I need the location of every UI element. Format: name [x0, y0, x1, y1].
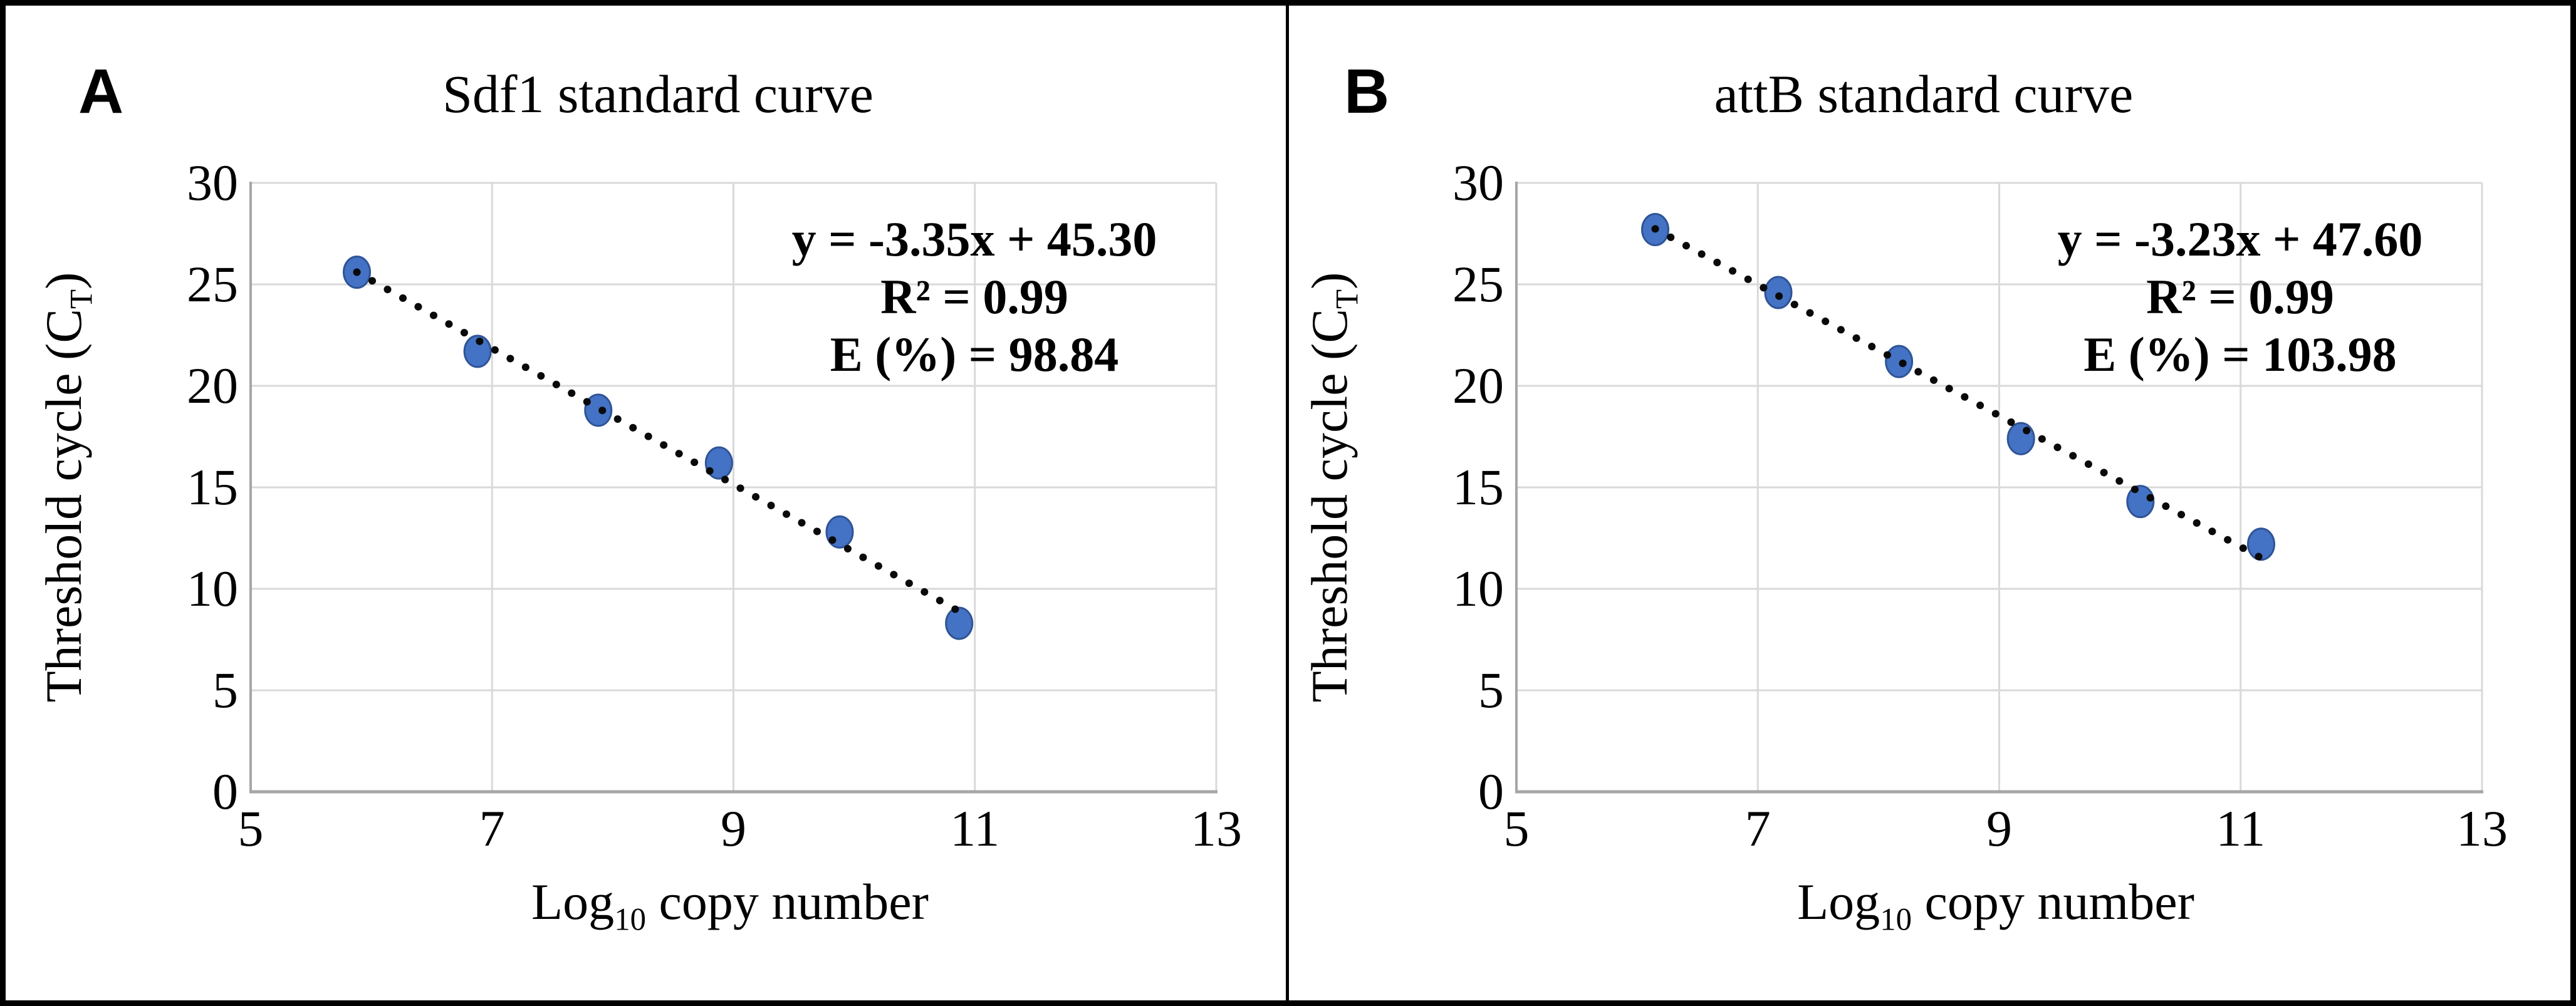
- data-point: [945, 606, 974, 640]
- panel-label-b: B: [1344, 56, 1390, 127]
- y-tick-label: 20: [1452, 357, 1504, 414]
- data-point: [2126, 485, 2155, 519]
- data-point: [2246, 527, 2275, 561]
- x-tick-label: 11: [950, 800, 1000, 857]
- x-tick-label: 9: [1986, 800, 2012, 857]
- data-point: [1885, 345, 1914, 378]
- y-tick-label: 25: [1452, 256, 1504, 313]
- x-tick-label: 11: [2216, 800, 2266, 857]
- y-tick-label: 15: [1452, 459, 1504, 516]
- r-squared-b: R² = 0.99: [2146, 269, 2334, 324]
- x-axis-title-a: Log10 copy number: [531, 873, 929, 937]
- equation-block-b: y = -3.23x + 47.60 R² = 0.99 E (%) = 103…: [1958, 210, 2522, 383]
- x-axis-subscript-a: 10: [614, 901, 647, 937]
- y-tick-label: 20: [187, 357, 238, 414]
- y-axis-subscript-b: T: [1329, 289, 1365, 309]
- y-tick-label: 5: [212, 661, 238, 718]
- x-axis-subscript-b: 10: [1880, 901, 1912, 937]
- x-tick-label: 13: [2456, 800, 2508, 857]
- data-point: [584, 393, 613, 427]
- x-tick-label: 5: [1503, 800, 1530, 857]
- equation-block-a: y = -3.35x + 45.30 R² = 0.99 E (%) = 98.…: [692, 210, 1256, 383]
- x-tick-label: 7: [479, 800, 505, 857]
- y-tick-label: 5: [1478, 661, 1504, 718]
- y-axis-subscript-a: T: [63, 289, 99, 309]
- x-tick-label: 7: [1744, 800, 1771, 857]
- x-tick-label: 13: [1191, 800, 1242, 857]
- regression-equation-a: y = -3.35x + 45.30: [791, 212, 1157, 266]
- x-axis-title-b: Log10 copy number: [1797, 873, 2194, 937]
- x-tick-label: 5: [237, 800, 264, 857]
- chart-title-a: Sdf1 standard curve: [442, 64, 873, 124]
- data-point: [463, 334, 492, 368]
- y-tick-label: 10: [187, 560, 238, 617]
- chart-title-b: attB standard curve: [1714, 64, 2134, 124]
- y-tick-label: 0: [1478, 763, 1504, 820]
- y-tick-label: 15: [187, 459, 238, 516]
- y-axis-title-a: Threshold cycle (CT): [35, 272, 99, 703]
- efficiency-b: E (%) = 103.98: [2083, 327, 2397, 381]
- y-tick-label: 30: [1452, 154, 1504, 211]
- efficiency-a: E (%) = 98.84: [830, 327, 1119, 381]
- panel-label-a: A: [78, 56, 124, 127]
- x-tick-label: 9: [721, 800, 746, 857]
- panel-divider: [1286, 0, 1289, 1006]
- y-tick-label: 30: [187, 154, 238, 211]
- y-tick-label: 10: [1452, 560, 1504, 617]
- y-axis-title-b: Threshold cycle (CT): [1301, 272, 1365, 703]
- r-squared-a: R² = 0.99: [880, 269, 1068, 324]
- regression-equation-b: y = -3.23x + 47.60: [2057, 212, 2423, 266]
- y-tick-label: 0: [212, 763, 238, 820]
- y-tick-label: 25: [187, 256, 238, 313]
